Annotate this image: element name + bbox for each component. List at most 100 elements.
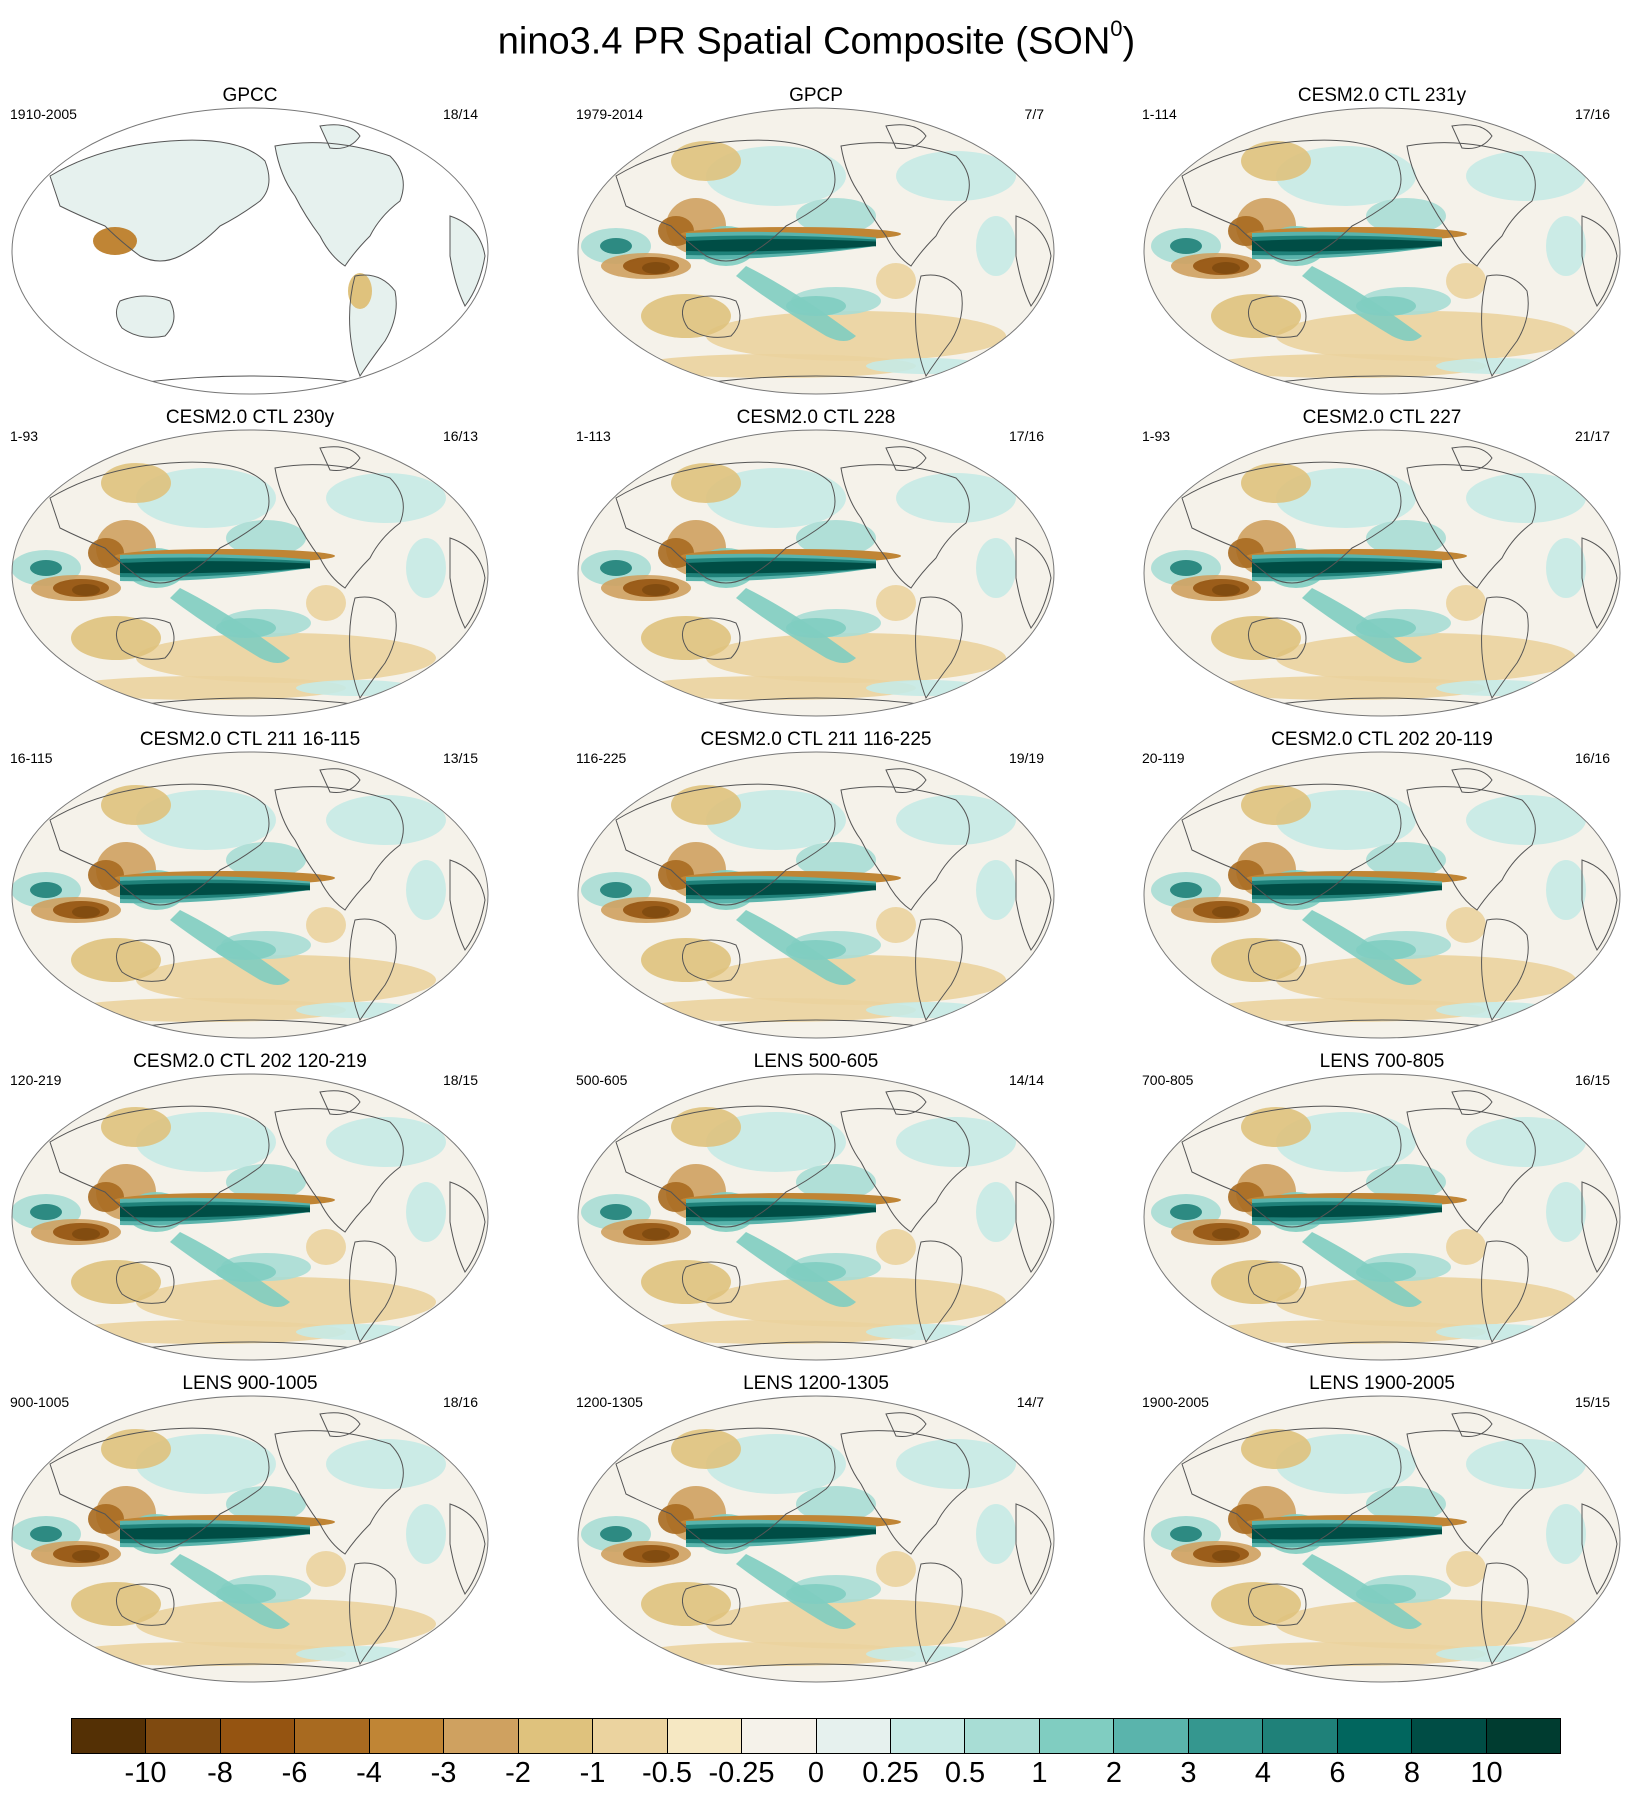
colorbar-tick-label: -2 bbox=[505, 1757, 531, 1789]
asia-outline bbox=[1181, 139, 1402, 262]
greenland-outline bbox=[885, 768, 927, 793]
panel-period: 1-114 bbox=[1142, 106, 1177, 122]
africa-outline bbox=[1581, 859, 1618, 951]
anomaly-blob bbox=[71, 1582, 161, 1626]
antarctica-outline bbox=[129, 375, 371, 385]
world-map bbox=[11, 1395, 489, 1683]
anomaly-blob bbox=[636, 1642, 916, 1666]
anomaly-blob bbox=[976, 216, 1016, 276]
asia-outline bbox=[49, 461, 270, 584]
anomaly-blob bbox=[976, 538, 1016, 598]
antarctica-outline bbox=[129, 1019, 371, 1029]
map-panel: LENS 1200-1305 1200-1305 14/7 bbox=[566, 1374, 1066, 1684]
south-pacific-wet-band bbox=[736, 266, 856, 341]
anomaly-blob bbox=[1446, 1551, 1486, 1587]
colorbar-tick-label: -0.5 bbox=[642, 1757, 692, 1789]
colorbar-tick-label: 4 bbox=[1254, 1757, 1272, 1789]
africa-outline bbox=[1581, 1181, 1618, 1273]
anomaly-blob bbox=[641, 1260, 731, 1304]
precip-field bbox=[12, 430, 488, 716]
colorbar-box bbox=[1188, 1719, 1264, 1753]
anomaly-blob bbox=[1241, 1429, 1311, 1469]
panel-period: 116-225 bbox=[576, 750, 627, 766]
anomaly-blob bbox=[1211, 1582, 1301, 1626]
anomaly-blob bbox=[976, 1504, 1016, 1564]
colorbar-box bbox=[890, 1719, 966, 1753]
anomaly-blob bbox=[1366, 1164, 1446, 1200]
colorbar-box bbox=[1263, 1719, 1338, 1753]
anomaly-blob bbox=[642, 1550, 670, 1562]
colorbar-tick-label: 6 bbox=[1329, 1757, 1346, 1789]
asia-outline bbox=[49, 139, 270, 262]
map-panel: LENS 900-1005 900-1005 18/16 bbox=[0, 1374, 500, 1684]
north-america-outline bbox=[1406, 1108, 1536, 1233]
greenland-outline bbox=[1451, 124, 1493, 149]
map-border bbox=[11, 1073, 489, 1361]
north-america-outline bbox=[1406, 142, 1536, 267]
greenland-outline bbox=[1451, 1090, 1493, 1115]
anomaly-blob bbox=[1446, 263, 1486, 299]
antarctica-outline bbox=[695, 1019, 937, 1029]
panel-event-count: 18/15 bbox=[442, 1072, 478, 1088]
map-border bbox=[1143, 751, 1621, 1039]
south-america-outline bbox=[915, 274, 963, 378]
land-anomaly bbox=[50, 140, 269, 261]
anomaly-blob bbox=[1241, 785, 1311, 825]
anomaly-blob bbox=[406, 1182, 446, 1242]
equatorial-wet-band bbox=[686, 239, 876, 252]
panel-title: LENS 1900-2005 bbox=[1309, 1373, 1455, 1394]
anomaly-blob bbox=[1466, 151, 1586, 201]
anomaly-blob bbox=[642, 1228, 670, 1240]
map-panel: CESM2.0 CTL 211 16-115 16-115 13/15 bbox=[0, 730, 500, 1040]
anomaly-blob bbox=[1211, 294, 1301, 338]
map-border bbox=[11, 107, 489, 395]
map-panel: CESM2.0 CTL 230y 1-93 16/13 bbox=[0, 408, 500, 718]
anomaly-blob bbox=[101, 785, 171, 825]
panel-title: LENS 700-805 bbox=[1319, 1051, 1445, 1072]
map-panel: GPCC 1910-2005 18/14 bbox=[0, 86, 500, 396]
south-america-outline bbox=[915, 1562, 963, 1666]
south-pacific-wet-band bbox=[736, 910, 856, 985]
panel-event-count: 16/13 bbox=[442, 428, 478, 444]
australia-outline bbox=[682, 1261, 741, 1304]
greenland-outline bbox=[319, 124, 361, 149]
panel-event-count: 18/14 bbox=[442, 106, 478, 122]
africa-outline bbox=[1015, 1181, 1052, 1273]
australia-outline bbox=[682, 617, 741, 660]
anomaly-blob bbox=[226, 520, 306, 556]
south-pacific-wet-band bbox=[170, 1232, 290, 1307]
australia-outline bbox=[116, 617, 175, 660]
map-border bbox=[11, 751, 489, 1039]
equatorial-wet-band bbox=[1252, 239, 1442, 252]
anomaly-blob bbox=[1436, 1002, 1556, 1018]
greenland-outline bbox=[885, 124, 927, 149]
world-map bbox=[577, 429, 1055, 717]
panel-event-count: 14/7 bbox=[1016, 1394, 1044, 1410]
equatorial-wet-band bbox=[120, 561, 310, 574]
colorbar-box bbox=[742, 1719, 817, 1753]
panel-event-count: 13/15 bbox=[442, 750, 478, 766]
equatorial-wet-band bbox=[686, 883, 876, 896]
anomaly-blob bbox=[976, 860, 1016, 920]
anomaly-blob bbox=[1241, 141, 1311, 181]
colorbar-box bbox=[1412, 1719, 1487, 1753]
greenland-outline bbox=[319, 1090, 361, 1115]
panel-period: 16-115 bbox=[10, 750, 53, 766]
equatorial-wet-band bbox=[1252, 1205, 1442, 1218]
map-border bbox=[577, 1395, 1055, 1683]
south-america-outline bbox=[1481, 918, 1529, 1022]
panel-event-count: 7/7 bbox=[1024, 106, 1044, 122]
anomaly-blob bbox=[636, 676, 916, 700]
anomaly-blob bbox=[642, 906, 670, 918]
anomaly-blob bbox=[866, 358, 986, 374]
anomaly-blob bbox=[1276, 1599, 1576, 1649]
greenland-outline bbox=[885, 1090, 927, 1115]
anomaly-blob bbox=[1211, 616, 1301, 660]
australia-outline bbox=[116, 1261, 175, 1304]
greenland-outline bbox=[319, 768, 361, 793]
anomaly-blob bbox=[1276, 633, 1576, 683]
world-map bbox=[11, 751, 489, 1039]
antarctica-outline bbox=[1261, 697, 1503, 707]
south-pacific-wet-band bbox=[736, 1232, 856, 1307]
asia-outline bbox=[1181, 1105, 1402, 1228]
